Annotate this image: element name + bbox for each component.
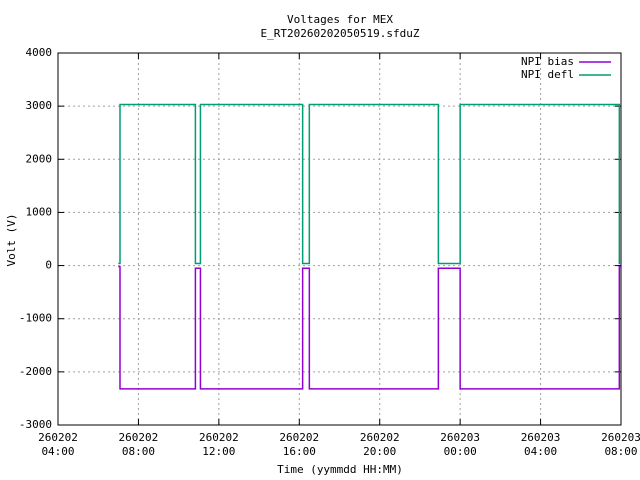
y-tick-label: 4000 xyxy=(26,46,53,59)
x-tick-label: 260202 16:00 xyxy=(279,431,319,458)
x-tick-label: 260202 20:00 xyxy=(360,431,400,458)
y-tick-label: -2000 xyxy=(19,365,52,378)
x-tick-label: 260203 08:00 xyxy=(601,431,640,458)
y-tick-label: -1000 xyxy=(19,312,52,325)
x-tick-label: 260202 08:00 xyxy=(119,431,159,458)
plot-border xyxy=(57,52,622,426)
legend-label: NPI defl xyxy=(521,68,574,81)
series-line xyxy=(118,265,621,390)
chart-subtitle: E_RT20260202050519.sfduZ xyxy=(261,27,420,40)
y-tick-label: 0 xyxy=(45,259,52,272)
y-tick-label: 2000 xyxy=(26,152,53,165)
y-tick-label: -3000 xyxy=(19,418,52,431)
y-axis-label: Volt (V) xyxy=(5,214,18,267)
x-tick-label: 260203 00:00 xyxy=(440,431,480,458)
x-axis-label: Time (yymmdd HH:MM) xyxy=(277,463,403,476)
y-tick-label: 3000 xyxy=(26,99,53,112)
chart-title: Voltages for MEX xyxy=(287,13,393,26)
y-tick-label: 1000 xyxy=(26,205,53,218)
series-line xyxy=(118,103,621,265)
x-tick-label: 260202 12:00 xyxy=(199,431,239,458)
x-tick-label: 260203 04:00 xyxy=(521,431,561,458)
x-tick-label: 260202 04:00 xyxy=(38,431,78,458)
legend-label: NPI bias xyxy=(521,55,574,68)
